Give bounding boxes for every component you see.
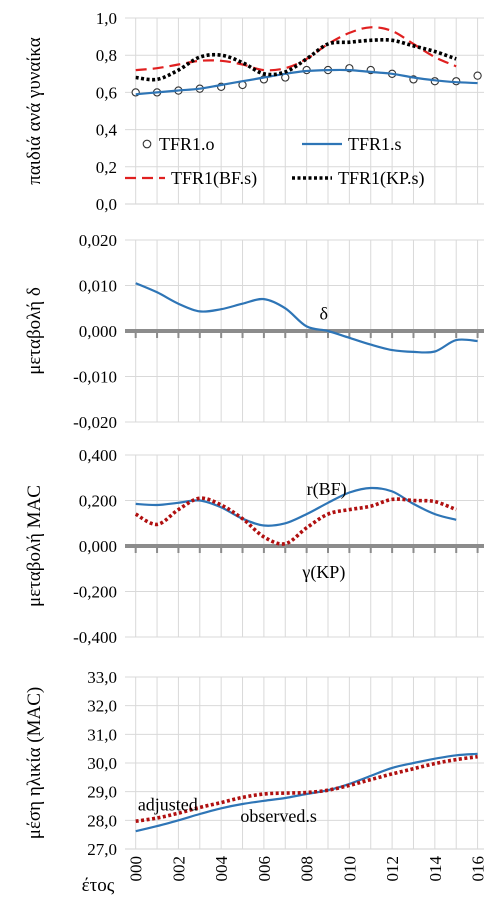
- panel-delta: -0,020 -0,010 0,000 0,010 0,020 μεταβολή δ δ: [24, 231, 484, 432]
- x-axis-title: έτος: [82, 875, 115, 896]
- y-tick-label: 0,2: [96, 158, 117, 177]
- panel-mean-age: 27,0 28,0 29,0 30,0 31,0 32,0 33,0 μέση ηλικία …: [24, 668, 484, 859]
- y-axis-title: μεταβολή MAC: [24, 485, 45, 607]
- y-tick-label: 0,8: [96, 46, 117, 65]
- y-tick-label: 28,0: [87, 811, 117, 830]
- y-tick-label: 0,200: [79, 492, 117, 511]
- series-line: [135, 486, 457, 527]
- series-line: [135, 26, 457, 72]
- legend-marker: [142, 139, 152, 149]
- x-tick-label: 008: [298, 856, 317, 882]
- x-tick-label: 016: [469, 856, 488, 882]
- y-tick-label: 0,000: [79, 537, 117, 556]
- panel-tfr: 0,0 0,2 0,4 0,6 0,8 1,0 παιδιά ανά γυναίκα TFR1…: [24, 9, 484, 214]
- y-tick-label: 33,0: [87, 668, 117, 687]
- y-tick-label: 0,6: [96, 83, 117, 102]
- y-tick-label: 0,010: [79, 277, 117, 296]
- y-tick-label: 0,400: [79, 446, 117, 465]
- annotation-label: observed.s: [240, 806, 316, 826]
- series-line: [135, 38, 457, 82]
- y-tick-label: 27,0: [87, 840, 117, 859]
- x-tick-label: 004: [212, 856, 231, 882]
- legend-label: TFR1.o: [159, 134, 215, 154]
- y-tick-label: -0,200: [73, 583, 117, 602]
- y-tick-label: -0,010: [73, 368, 117, 387]
- y-tick-label: 32,0: [87, 697, 117, 716]
- x-tick-label: 010: [340, 856, 359, 882]
- y-axis-title: παιδιά ανά γυναίκα: [24, 37, 45, 185]
- series-line: [135, 68, 478, 96]
- data-point: [473, 71, 482, 80]
- y-tick-label: 30,0: [87, 754, 117, 773]
- y-tick-label: 31,0: [87, 725, 117, 744]
- annotation-label: γ(KP): [301, 562, 345, 583]
- series-line: [134, 496, 457, 546]
- y-axis-title: μεταβολή δ: [24, 287, 45, 375]
- x-tick-label: 002: [169, 856, 188, 882]
- legend-label: TFR1(BF.s): [171, 168, 257, 189]
- y-tick-label: 1,0: [96, 9, 117, 28]
- legend-label: TFR1.s: [348, 134, 402, 154]
- y-tick-label: 0,000: [79, 322, 117, 341]
- y-tick-label: 0,020: [79, 231, 117, 250]
- x-tick-label: 006: [255, 856, 274, 882]
- x-axis: έτος 000 002 004 006 008 010 012 014 016: [82, 856, 488, 897]
- x-tick-label: 014: [426, 856, 445, 882]
- annotation-label: adjusted: [138, 794, 198, 814]
- annotation-label: r(BF): [307, 479, 347, 500]
- panel-mac-change: -0,400 -0,200 0,000 0,200 0,400 μεταβολή MAC r…: [24, 446, 484, 647]
- series-line: [135, 282, 478, 354]
- series-line: [135, 752, 478, 833]
- x-tick-label: 000: [127, 856, 146, 882]
- y-tick-label: -0,400: [73, 628, 117, 647]
- y-tick-label: -0,020: [73, 413, 117, 432]
- y-tick-label: 0,0: [96, 195, 117, 214]
- y-axis-title: μέση ηλικία (MAC): [24, 687, 45, 839]
- x-tick-label: 012: [383, 856, 402, 882]
- legend-label: TFR1(KP.s): [338, 168, 425, 189]
- annotation-label: δ: [319, 304, 327, 324]
- y-tick-label: 0,4: [96, 121, 118, 140]
- y-tick-label: 29,0: [87, 783, 117, 802]
